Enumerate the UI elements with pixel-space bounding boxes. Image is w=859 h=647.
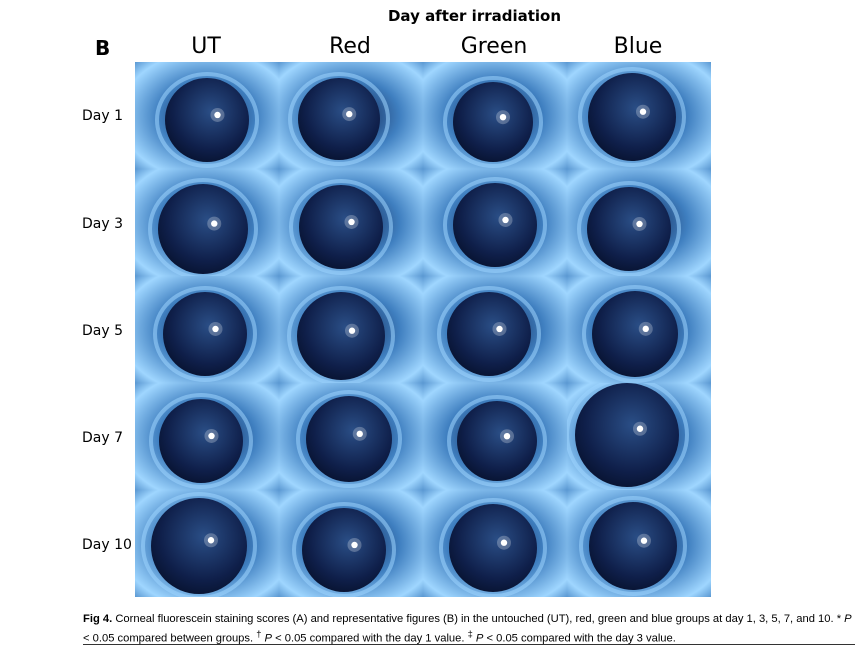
- eye-image: [279, 169, 423, 276]
- eye-image: [567, 169, 711, 276]
- caption-double-dagger: ‡: [467, 629, 473, 639]
- caption-text: < 0.05 compared with the day 3 value.: [483, 632, 676, 645]
- row-header-day-5: Day 5: [82, 323, 124, 339]
- eye-image: [423, 169, 567, 276]
- caption-p-symbol: P: [844, 613, 852, 625]
- eye-image: [279, 62, 423, 169]
- eye-image: [423, 276, 567, 383]
- caption-text: < 0.05 compared between groups.: [83, 632, 257, 645]
- eye-image: [279, 383, 423, 490]
- panel-label: B: [95, 36, 111, 60]
- column-header-ut: UT: [191, 34, 221, 59]
- eye-image: [567, 276, 711, 383]
- eye-image: [279, 490, 423, 597]
- figure-caption: Fig 4. Corneal fluorescein staining scor…: [83, 612, 855, 647]
- eye-image-grid: [135, 62, 711, 597]
- column-header-blue: Blue: [613, 34, 663, 59]
- row-header-day-10: Day 10: [82, 537, 132, 553]
- eye-image: [135, 276, 279, 383]
- eye-image: [423, 62, 567, 169]
- caption-p-symbol: P: [264, 632, 272, 645]
- row-header-day-7: Day 7: [82, 430, 124, 446]
- eye-image: [567, 383, 711, 490]
- eye-image: [567, 490, 711, 597]
- eye-image: [135, 490, 279, 597]
- caption-divider: [83, 644, 855, 645]
- column-header-green: Green: [460, 34, 528, 59]
- caption-text: < 0.05 compared with the day 1 value.: [272, 632, 468, 645]
- figure-supertitle: Day after irradiation: [387, 7, 562, 25]
- row-header-day-3: Day 3: [82, 216, 124, 232]
- column-header-red: Red: [329, 34, 371, 59]
- caption-p-symbol: P: [475, 632, 484, 645]
- eye-image: [135, 62, 279, 169]
- caption-dagger: †: [256, 629, 262, 639]
- eye-image: [567, 62, 711, 169]
- eye-image: [135, 383, 279, 490]
- row-header-day-1: Day 1: [82, 108, 124, 124]
- eye-image: [135, 169, 279, 276]
- caption-text: Corneal fluorescein staining scores (A) …: [112, 613, 845, 625]
- eye-image: [423, 490, 567, 597]
- eye-image: [423, 383, 567, 490]
- caption-fig-label: Fig 4.: [83, 613, 113, 625]
- eye-image: [279, 276, 423, 383]
